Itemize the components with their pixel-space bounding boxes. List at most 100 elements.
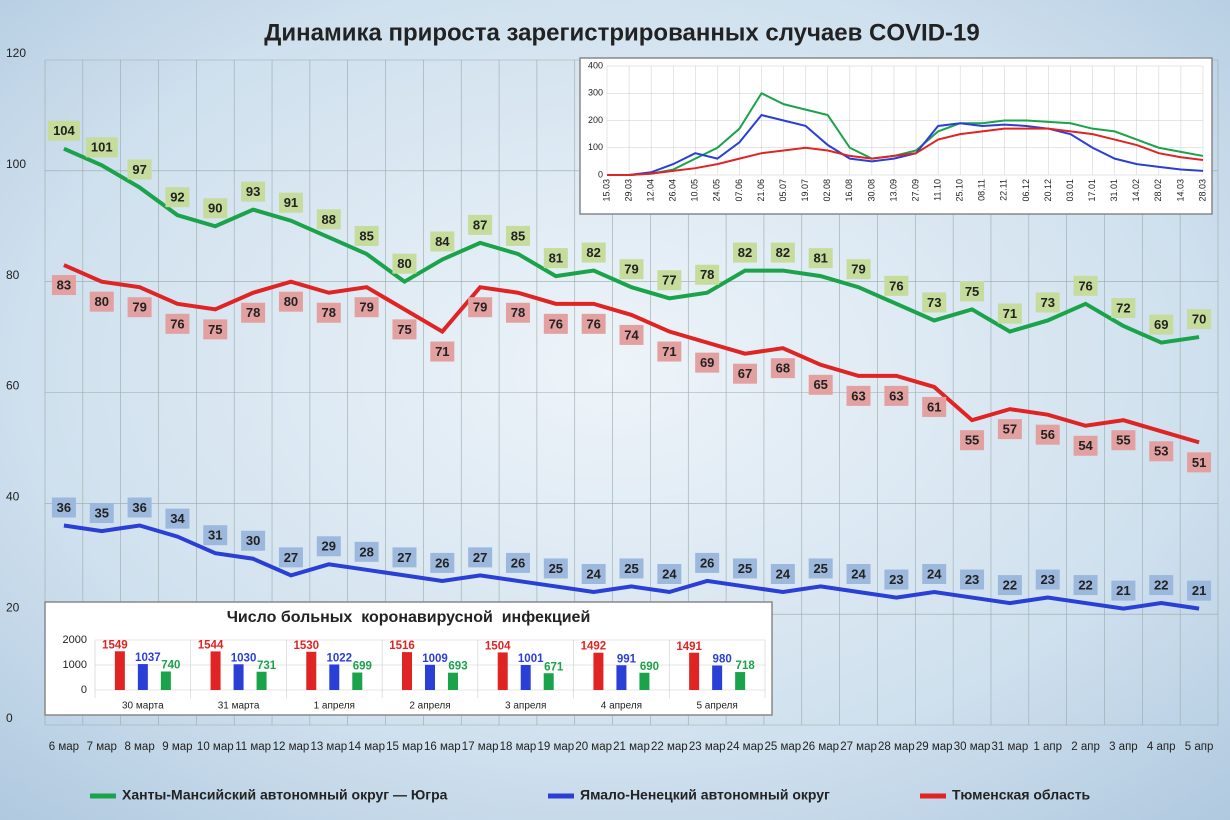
label-box <box>770 358 795 379</box>
data-label: 24 <box>586 566 601 581</box>
x-tick-label: 22.11 <box>999 179 1009 201</box>
label-box <box>1149 575 1174 596</box>
x-tick-label: 17.01 <box>1087 179 1097 202</box>
label-box <box>51 497 76 518</box>
label-box <box>354 297 379 318</box>
data-label: 29 <box>322 539 336 554</box>
y-tick-label: 300 <box>588 88 603 98</box>
label-box <box>127 297 152 318</box>
y-tick-label: 400 <box>588 60 603 70</box>
data-label: 63 <box>851 388 865 403</box>
y-tick-label: 0 <box>6 711 13 725</box>
x-tick-label: 29 мар <box>916 741 953 753</box>
label-box <box>316 536 341 557</box>
label-box <box>770 564 795 584</box>
x-tick-label: 16.08 <box>844 179 854 202</box>
data-label: 68 <box>776 361 790 376</box>
data-label: 699 <box>353 661 372 673</box>
series-line <box>607 91 1204 176</box>
label-box <box>430 552 455 573</box>
x-tick-label: 7 мар <box>87 741 117 753</box>
label-box <box>846 564 871 584</box>
data-label: 1001 <box>518 653 544 665</box>
x-tick-label: 15 мар <box>386 741 423 753</box>
bar <box>233 664 244 690</box>
data-label: 72 <box>1116 300 1130 315</box>
label-box <box>278 547 303 568</box>
data-label: 24 <box>851 566 866 581</box>
x-tick-label: 03.01 <box>1065 179 1075 202</box>
data-label: 30 <box>246 533 260 548</box>
label-box <box>808 558 833 579</box>
bar <box>402 652 412 690</box>
data-label: 75 <box>208 322 222 337</box>
x-tick-label: 12.04 <box>646 179 656 202</box>
data-label: 26 <box>511 555 525 570</box>
data-label: 57 <box>1003 422 1017 437</box>
label-box <box>505 552 530 573</box>
data-label: 71 <box>662 344 676 359</box>
label-box <box>733 242 758 263</box>
x-tick-label: 21 мар <box>613 741 650 753</box>
data-label: 71 <box>1003 306 1017 321</box>
data-label: 36 <box>57 500 71 515</box>
x-tick-label: 13.09 <box>888 179 898 202</box>
bar <box>137 664 148 690</box>
data-label: 24 <box>662 566 677 581</box>
data-label: 31 <box>208 528 222 543</box>
data-label: 91 <box>284 195 298 210</box>
data-label: 671 <box>544 661 564 673</box>
label-box <box>960 430 985 451</box>
label-box <box>1187 452 1212 473</box>
x-tick-label: 31.01 <box>1109 179 1119 202</box>
data-label: 1530 <box>293 640 319 652</box>
x-tick-label: 26.04 <box>668 179 678 202</box>
data-label: 77 <box>662 273 676 288</box>
data-label: 27 <box>397 550 411 565</box>
data-label: 1037 <box>135 652 161 664</box>
label-box <box>316 302 341 323</box>
x-tick-label: 05.07 <box>778 179 788 202</box>
x-tick-label: 20.12 <box>1043 179 1053 202</box>
bar <box>616 665 627 690</box>
data-label: 104 <box>53 123 75 138</box>
label-box <box>1149 441 1174 462</box>
data-label: 79 <box>473 300 487 315</box>
x-tick-label: 5 апреля <box>696 701 737 712</box>
label-box <box>695 552 720 573</box>
x-tick-label: 15.03 <box>601 179 611 202</box>
x-tick-label: 8 мар <box>124 741 154 753</box>
label-box <box>430 231 455 252</box>
data-label: 36 <box>132 500 146 515</box>
y-tick-label: 40 <box>6 490 20 504</box>
data-label: 1030 <box>231 652 257 664</box>
data-label: 690 <box>640 661 659 673</box>
label-box <box>203 319 228 340</box>
data-label: 84 <box>435 234 450 249</box>
x-tick-label: 25 мар <box>765 741 802 753</box>
data-label: 23 <box>965 572 979 587</box>
data-label: 25 <box>624 561 638 576</box>
data-label: 21 <box>1192 583 1206 598</box>
label-box <box>657 270 682 291</box>
label-box <box>960 281 985 302</box>
label-box <box>85 137 118 158</box>
data-label: 25 <box>738 561 752 576</box>
x-tick-label: 12 мар <box>273 741 310 753</box>
x-tick-label: 2 апр <box>1071 741 1100 753</box>
label-box <box>1149 314 1174 335</box>
label-box <box>127 497 152 518</box>
series-line <box>63 523 1200 611</box>
label-box <box>1073 575 1098 596</box>
data-label: 35 <box>95 505 109 520</box>
bar <box>256 671 267 690</box>
data-label: 991 <box>617 653 637 665</box>
data-label: 74 <box>624 327 639 342</box>
label-box <box>733 558 758 579</box>
data-label: 90 <box>208 201 222 216</box>
bar <box>425 664 435 690</box>
label-box <box>241 530 266 551</box>
x-tick-label: 14 мар <box>348 741 385 753</box>
label-box <box>808 248 833 269</box>
